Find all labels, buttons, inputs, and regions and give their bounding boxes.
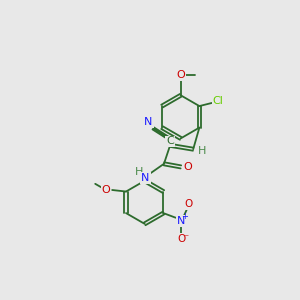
Text: Cl: Cl: [212, 96, 223, 106]
Text: C: C: [166, 136, 174, 146]
Text: O: O: [176, 70, 185, 80]
Text: O: O: [177, 234, 185, 244]
Text: O: O: [183, 162, 192, 172]
Text: N: N: [177, 216, 185, 226]
Text: N: N: [141, 173, 150, 183]
Text: O: O: [102, 185, 110, 195]
Text: ⁻: ⁻: [183, 233, 188, 244]
Text: +: +: [182, 212, 188, 221]
Text: O: O: [185, 199, 193, 209]
Text: N: N: [144, 117, 153, 127]
Text: H: H: [135, 167, 143, 176]
Text: H: H: [198, 146, 207, 157]
